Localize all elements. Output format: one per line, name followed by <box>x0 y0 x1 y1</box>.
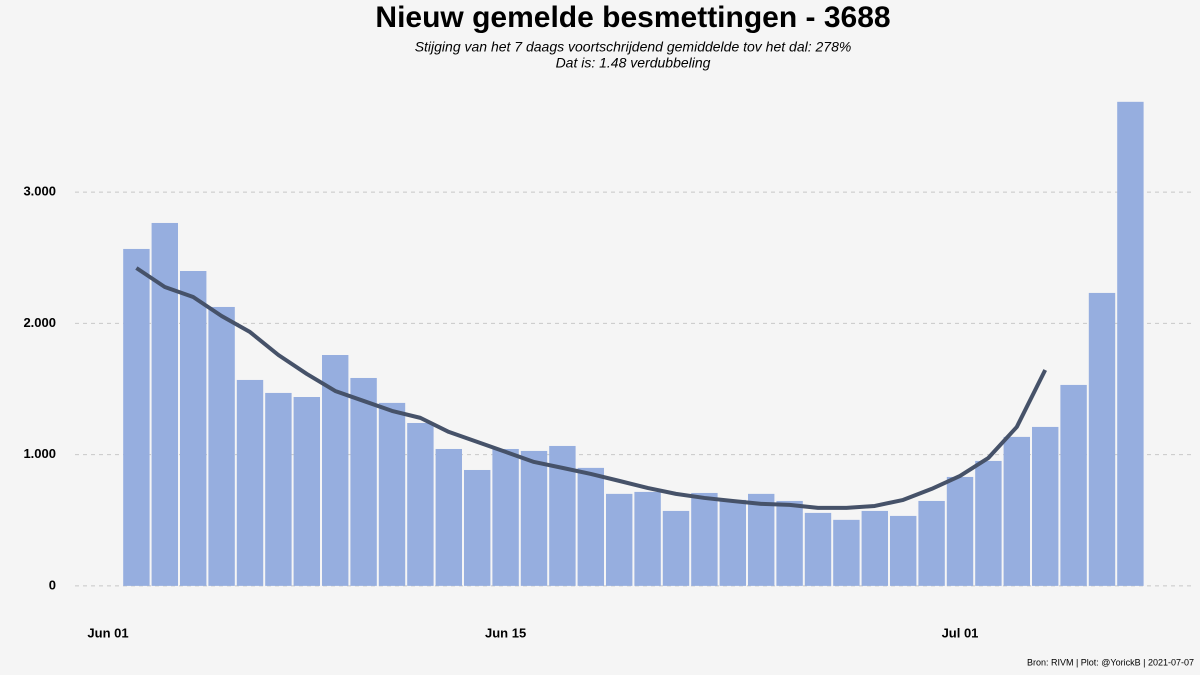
bar <box>236 379 264 586</box>
y-tick-label: 2.000 <box>23 315 56 330</box>
bar <box>861 510 888 586</box>
bar <box>350 377 377 586</box>
bar <box>1003 436 1030 586</box>
bar <box>123 248 150 586</box>
bar <box>293 397 320 586</box>
trend-line <box>135 266 1047 510</box>
bar <box>151 222 178 586</box>
bar <box>1117 101 1144 586</box>
bar <box>520 450 548 586</box>
bar <box>748 493 775 586</box>
bar <box>833 519 860 586</box>
bar <box>577 467 604 586</box>
chart-title: Nieuw gemelde besmettingen - 3688 <box>375 1 890 34</box>
bar <box>691 492 718 586</box>
y-tick-label: 3.000 <box>23 184 56 199</box>
bar <box>208 306 235 586</box>
bar <box>378 402 406 586</box>
bar <box>662 510 690 586</box>
bar <box>804 512 832 586</box>
bar <box>946 476 974 586</box>
bar <box>464 469 491 586</box>
bar <box>719 499 746 586</box>
x-tick-label: Jun 15 <box>485 625 526 640</box>
bar <box>265 392 292 586</box>
bar <box>435 448 462 586</box>
bar <box>918 500 945 586</box>
bar <box>492 448 519 586</box>
bar <box>1088 292 1116 586</box>
x-tick-label: Jun 01 <box>87 625 128 640</box>
y-tick-label: 0 <box>49 577 56 592</box>
bar <box>407 422 434 586</box>
bar <box>634 491 661 586</box>
y-tick-label: 1.000 <box>23 446 56 461</box>
caption: Bron: RIVM | Plot: @YorickB | 2021-07-07 <box>1027 657 1194 667</box>
bar <box>1032 426 1059 586</box>
chart-subtitle: Dat is: 1.48 verdubbeling <box>556 55 711 71</box>
x-tick-label: Jul 01 <box>942 625 979 640</box>
chart-subtitle: Stijging van het 7 daags voortschrijdend… <box>415 39 852 55</box>
bar <box>180 271 207 586</box>
bar <box>890 515 917 586</box>
bar <box>776 500 803 586</box>
bar <box>606 493 633 586</box>
bar <box>975 460 1002 586</box>
bar <box>1060 384 1087 586</box>
